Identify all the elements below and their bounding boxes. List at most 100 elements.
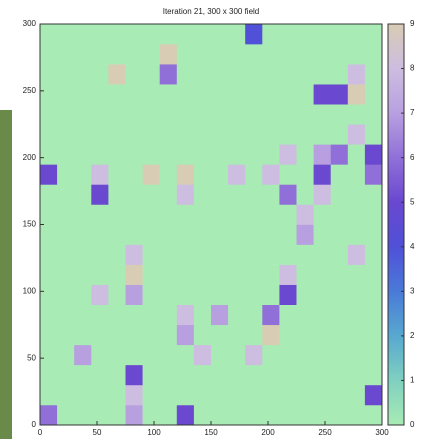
heatmap-cell (279, 204, 297, 225)
heatmap-cell (57, 344, 75, 366)
heatmap-cell (245, 144, 263, 165)
heatmap-cell (159, 64, 178, 85)
heatmap-cell (296, 384, 314, 406)
heatmap-cell (330, 304, 349, 326)
heatmap-cell (211, 84, 229, 105)
heatmap-cell (364, 24, 383, 45)
heatmap-cell (330, 244, 349, 265)
heatmap-cell (347, 44, 366, 65)
heatmap-cell (211, 44, 229, 65)
heatmap-cell (40, 324, 58, 346)
heatmap-cell (159, 284, 178, 305)
heatmap-cell (193, 324, 212, 346)
heatmap-cell (193, 184, 212, 205)
heatmap-cell (296, 304, 314, 326)
heatmap-cell (347, 244, 366, 265)
heatmap-cell (279, 344, 297, 366)
heatmap-cell (262, 204, 280, 225)
heatmap-cell (193, 44, 212, 65)
heatmap-cell (125, 224, 143, 245)
heatmap-cell (57, 224, 75, 245)
heatmap-cell (347, 204, 366, 225)
colorbar-tick-label: 3 (410, 286, 415, 295)
heatmap-cell (40, 124, 58, 145)
heatmap-cell (74, 124, 92, 145)
heatmap-cell (364, 384, 383, 406)
heatmap-cell (57, 304, 75, 326)
heatmap-cell (91, 244, 109, 265)
heatmap-cell (125, 404, 143, 426)
heatmap-cell (159, 324, 178, 346)
heatmap-cell (125, 104, 143, 125)
heatmap-cell (176, 344, 195, 366)
heatmap-cell (262, 304, 280, 326)
heatmap-cell (108, 44, 126, 65)
heatmap-cell (125, 204, 143, 225)
heatmap-cell (142, 364, 160, 386)
heatmap-cell (245, 364, 263, 386)
heatmap-cell (74, 284, 92, 305)
heatmap-cell (91, 164, 109, 185)
heatmap-cell (142, 164, 160, 185)
heatmap-cell (347, 224, 366, 245)
heatmap-cell (279, 224, 297, 245)
heatmap-cell (74, 344, 92, 366)
heatmap-cell (159, 124, 178, 145)
heatmap-cell (40, 144, 58, 165)
heatmap-cell (40, 244, 58, 265)
heatmap-cell (296, 224, 314, 245)
heatmap-cell (193, 64, 212, 85)
heatmap-cell (193, 84, 212, 105)
heatmap-cell (313, 224, 331, 245)
heatmap-cell (108, 324, 126, 346)
heatmap-cell (57, 284, 75, 305)
heatmap-cell (74, 384, 92, 406)
heatmap-cell (57, 104, 75, 125)
heatmap-cell (245, 44, 263, 65)
heatmap-cell (364, 64, 383, 85)
heatmap-cell (245, 64, 263, 85)
heatmap-cell (108, 364, 126, 386)
heatmap-cell (245, 244, 263, 265)
heatmap-cell (279, 404, 297, 426)
heatmap-cell (193, 384, 212, 406)
heatmap-cell (262, 64, 280, 85)
heatmap-cell (364, 304, 383, 326)
heatmap-cell (330, 264, 349, 285)
heatmap-cell (159, 144, 178, 165)
heatmap-cell (125, 344, 143, 366)
heatmap-cell (125, 124, 143, 145)
heatmap-cell (142, 264, 160, 285)
heatmap-cell (313, 124, 331, 145)
heatmap-cell (142, 184, 160, 205)
y-tick-label: 0 (32, 420, 37, 429)
heatmap-cell (211, 144, 229, 165)
heatmap-cell (279, 304, 297, 326)
heatmap-cell (176, 204, 195, 225)
heatmap-cell (57, 164, 75, 185)
heatmap-cell (211, 264, 229, 285)
heatmap-cell (91, 324, 109, 346)
y-tick-label: 300 (23, 19, 37, 28)
heatmap-cell (142, 64, 160, 85)
heatmap-cell (40, 24, 58, 45)
heatmap-cell (91, 184, 109, 205)
colorbar (387, 23, 405, 426)
heatmap-cell (279, 364, 297, 386)
heatmap-cell (176, 224, 195, 245)
heatmap-cell (74, 164, 92, 185)
chart-title: Iteration 21, 300 x 300 field (163, 7, 260, 16)
heatmap-cell (364, 224, 383, 245)
y-tick-label: 100 (23, 286, 37, 295)
heatmap-cell (364, 164, 383, 185)
heatmap-cell (228, 324, 246, 346)
heatmap-cell (193, 124, 212, 145)
heatmap-cell (159, 404, 178, 426)
heatmap-cell (74, 44, 92, 65)
heatmap-cell (330, 224, 349, 245)
heatmap-cell (228, 244, 246, 265)
heatmap-cell (279, 144, 297, 165)
heatmap-cell (125, 84, 143, 105)
heatmap-cell (313, 404, 331, 426)
heatmap-cell (125, 24, 143, 45)
